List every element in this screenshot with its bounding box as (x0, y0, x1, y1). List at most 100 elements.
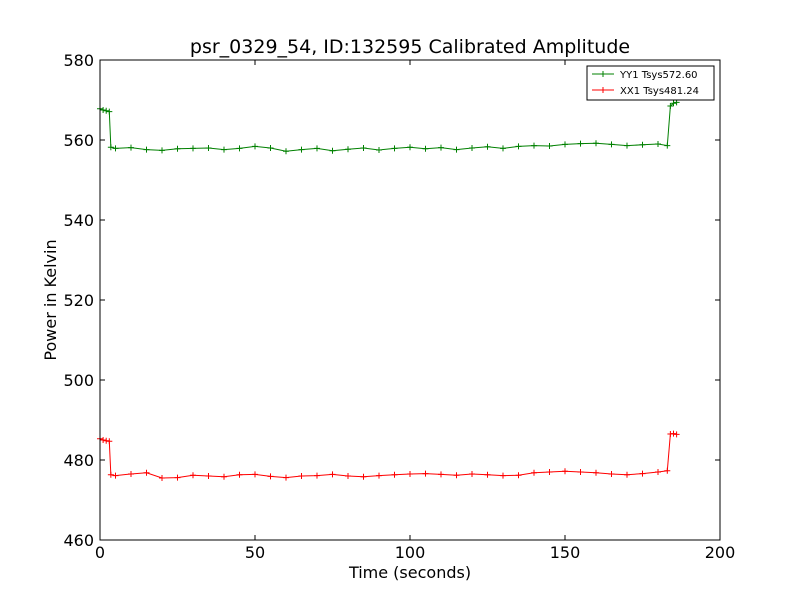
data-point (624, 471, 630, 478)
data-point (128, 471, 134, 477)
data-point (252, 143, 258, 150)
data-point (531, 142, 537, 149)
data-point (562, 141, 568, 148)
data-point (391, 145, 398, 152)
data-point (664, 467, 671, 474)
data-point (577, 469, 584, 475)
data-point (221, 146, 227, 153)
data-point (205, 145, 212, 151)
data-point (484, 471, 491, 478)
data-point (531, 469, 537, 476)
data-point (236, 145, 243, 152)
x-tick-label: 150 (550, 543, 581, 562)
data-point (267, 145, 274, 151)
data-point (159, 147, 165, 154)
data-point (546, 143, 553, 149)
data-point (329, 471, 336, 478)
data-point (577, 140, 584, 147)
data-point (360, 473, 367, 480)
data-point (562, 468, 568, 475)
data-point (453, 146, 460, 153)
data-point (655, 141, 661, 147)
data-point (103, 107, 110, 114)
data-point (546, 469, 553, 475)
chart-title: psr_0329_54, ID:132595 Calibrated Amplit… (190, 36, 630, 58)
data-point (453, 472, 460, 479)
data-point (515, 143, 522, 150)
data-point (670, 430, 677, 437)
data-point (314, 472, 320, 479)
y-tick-label: 560 (63, 131, 94, 150)
data-point (422, 145, 429, 152)
data-point (608, 141, 615, 148)
data-point (205, 473, 212, 479)
data-point (298, 473, 305, 479)
ticks-layer: 0 50 100 150 200 460 480 500 520 540 560 580 (63, 51, 735, 562)
data-point (360, 145, 367, 151)
data-point (106, 108, 113, 115)
data-point (283, 474, 289, 481)
data-point (593, 140, 599, 147)
series-yy1 (97, 99, 680, 155)
data-point (500, 145, 506, 152)
data-point (484, 143, 491, 150)
data-point (593, 469, 599, 476)
data-point (422, 470, 429, 477)
data-point (174, 474, 181, 481)
data-point (655, 469, 661, 475)
y-tick-label: 520 (63, 291, 94, 310)
data-point (407, 144, 413, 151)
data-point (314, 145, 320, 152)
data-point (670, 100, 677, 107)
data-point (438, 144, 444, 151)
data-point (667, 103, 674, 109)
data-point (100, 107, 107, 113)
data-point (107, 144, 114, 151)
data-point (673, 431, 680, 438)
data-point (143, 146, 150, 153)
data-point (500, 472, 506, 479)
data-point (107, 471, 114, 478)
data-point (252, 471, 258, 478)
legend: YY1 Tsys572.60 XX1 Tsys481.24 (586, 65, 715, 101)
data-point (143, 469, 150, 476)
data-point (283, 148, 289, 155)
x-tick-label: 200 (705, 543, 736, 562)
data-point (639, 470, 646, 477)
data-point (190, 145, 196, 152)
data-point (174, 145, 181, 152)
legend-box (586, 65, 715, 101)
data-point (407, 471, 413, 477)
data-point (345, 473, 351, 479)
data-point (469, 145, 475, 151)
data-point (639, 141, 646, 148)
data-point (128, 144, 134, 151)
data-point (391, 471, 398, 478)
y-tick-label: 500 (63, 371, 94, 390)
x-tick-label: 50 (245, 543, 265, 562)
plot-frame (99, 59, 721, 541)
data-point (515, 472, 522, 479)
data-point (438, 471, 444, 478)
data-point (469, 471, 475, 477)
y-tick-label: 580 (63, 51, 94, 70)
data-point (221, 473, 227, 480)
legend-marker (600, 71, 606, 77)
data-point (112, 472, 119, 479)
y-tick-label: 460 (63, 531, 94, 550)
data-point (298, 146, 305, 153)
data-point (100, 437, 107, 443)
series-xx1 (97, 430, 680, 481)
data-point (106, 438, 113, 445)
plot-area (100, 60, 720, 540)
data-point (608, 471, 615, 477)
x-axis-label: Time (seconds) (348, 563, 471, 582)
data-point (664, 142, 671, 149)
legend-marker (600, 87, 606, 93)
data-point (376, 147, 382, 153)
data-point (329, 147, 336, 154)
data-point (236, 471, 243, 478)
y-tick-label: 540 (63, 211, 94, 230)
x-tick-label: 100 (395, 543, 426, 562)
x-tick-label: 0 (95, 543, 105, 562)
